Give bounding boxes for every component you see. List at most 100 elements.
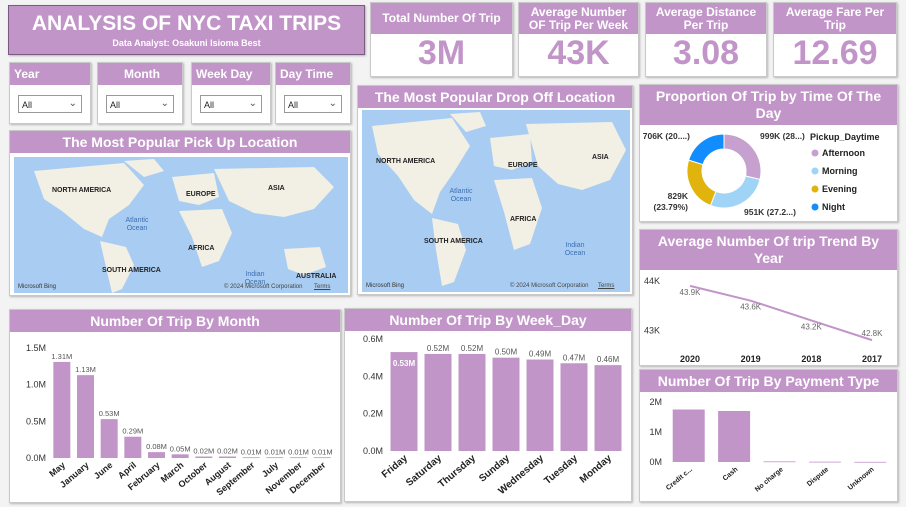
bar [266,457,284,459]
legend-swatch [811,185,819,193]
x-tick-label: 2017 [862,354,882,364]
map-label: ASIA [268,185,285,192]
dropoff-map-panel: The Most Popular Drop Off Location NORTH… [357,85,633,295]
data-label: 43.2K [801,322,823,331]
x-tick-label: Credit c... [665,466,694,492]
bar [390,352,418,451]
chevron-down-icon: ⌄ [160,98,169,109]
bar [100,419,118,458]
slice-label: (23.79%) [654,202,689,212]
data-label: 0.53M [99,409,120,418]
map-label: SOUTH AMERICA [102,267,161,274]
bar [854,461,887,463]
y-tick-label: 2M [649,397,662,407]
payment-title: Number Of Trip By Payment Type [640,370,897,392]
x-tick-label: 2020 [680,354,700,364]
kpi-value: 3M [417,34,466,72]
payment-bar-chart[interactable]: 0M 1M 2M Credit c... Cash No charge Dispute Unk… [640,392,898,502]
month-title: Number Of Trip By Month [10,310,340,332]
map-label: AUSTRALIA [296,273,337,280]
month-bar-chart[interactable]: 0.0M0.5M1.0M1.5M1.31MMay1.13MJanuary0.53… [10,332,341,502]
week-day-dropdown[interactable]: All ⌄ [200,95,262,113]
bar [171,454,189,458]
bar [219,456,236,458]
legend-swatch [811,167,819,175]
year-dropdown[interactable]: All ⌄ [18,95,82,113]
weekday-panel: Number Of Trip By Week_Day 0.0M 0.2M 0.4M 0… [344,308,632,502]
map-terms-link[interactable]: Terms [314,284,331,290]
pickup-map[interactable]: NORTH AMERICA EUROPE ASIA Atlantic Ocean… [14,157,348,293]
x-tick-label: Monday [578,453,614,486]
kpi-avg-fare: Average Fare Per Trip 12.69 [773,2,897,77]
data-label: 0.01M [312,447,333,456]
map-copyright: © 2024 Microsoft Corporation [510,283,589,289]
month-panel: Number Of Trip By Month 0.0M 0.5M 1.0M 1.5M… [9,309,341,503]
bar [290,457,307,459]
legend-item: Night [822,202,845,212]
data-label: 0.50M [495,348,518,357]
map-terms-link[interactable]: Terms [598,283,615,289]
legend-item: Afternoon [822,148,865,158]
bar [763,461,796,463]
map-label: AFRICA [188,245,215,252]
bar [492,357,520,451]
slice-label: 706K (20....) [643,131,690,141]
bar [242,457,260,459]
data-label: 0.46M [597,355,620,364]
dropdown-value: All [22,100,33,110]
x-tick-label: No charge [754,466,785,493]
data-label: 43.6K [740,303,762,312]
x-tick-label: Cash [722,466,740,482]
data-label: 0.02M [193,447,214,456]
dropoff-map-title: The Most Popular Drop Off Location [358,86,632,108]
data-label: 1.13M [75,365,96,374]
donut-chart[interactable]: 999K (28...) 951K (27.2...) 829K(23.79%) 70… [640,125,898,222]
map-label: NORTH AMERICA [52,187,112,194]
dropoff-map[interactable]: NORTH AMERICA EUROPE ASIA Atlantic Ocean… [362,110,630,292]
x-tick-label: June [92,460,115,481]
day-time-dropdown[interactable]: All ⌄ [284,95,342,113]
data-label: 0.01M [264,447,285,456]
kpi-value: 43K [547,34,610,72]
y-tick-label: 0.0M [26,453,46,463]
dropdown-value: All [288,100,299,110]
title-banner: ANALYSIS OF NYC TAXI TRIPS Data Analyst:… [8,5,365,55]
data-label: 0.02M [217,447,238,456]
weekday-bar-chart[interactable]: 0.0M0.2M0.4M0.6M0.53MFriday0.52MSaturday… [345,331,632,501]
trend-line-chart[interactable]: 44K 43K 43.9K 2020 43.6K 2019 43.2K 2018 42.8K 20… [640,270,898,366]
data-label: 0.05M [170,444,191,453]
y-tick-label: 1.0M [26,380,46,390]
legend-swatch [811,203,819,211]
y-tick-label: 0.6M [363,334,383,344]
slicer-month: Month All ⌄ [97,62,183,124]
dropdown-value: All [204,100,215,110]
kpi-avg-distance: Average Distance Per Trip 3.08 [645,2,767,77]
x-tick-label: 2019 [741,354,761,364]
kpi-title: Total Number Of Trip [371,3,512,34]
y-tick-label: 1M [649,427,662,437]
bar [124,436,142,458]
bar [53,361,71,458]
bing-logo: Microsoft Bing [18,284,57,290]
map-label: Indian Ocean [564,242,586,257]
legend-item: Morning [822,166,858,176]
map-label: Atlantic Ocean [449,188,473,203]
bar [313,457,331,459]
chevron-down-icon: ⌄ [328,98,337,109]
map-copyright: © 2024 Microsoft Corporation [224,284,303,290]
bar [424,353,452,451]
kpi-total-trips: Total Number Of Trip 3M [370,2,513,77]
month-dropdown[interactable]: All ⌄ [106,95,174,113]
kpi-title: Average Number OF Trip Per Week [519,3,638,34]
y-tick-label: 0.5M [26,416,46,426]
donut-slice [688,133,725,166]
data-label: 0.53M [393,359,416,368]
x-tick-label: Tuesday [542,453,580,487]
chevron-down-icon: ⌄ [68,98,77,109]
y-tick-label: 0M [649,457,662,467]
pickup-map-title: The Most Popular Pick Up Location [10,131,350,153]
payment-panel: Number Of Trip By Payment Type 0M 1M 2M Cre… [639,369,898,502]
y-tick-label: 0.4M [363,371,383,381]
bar [718,411,751,462]
kpi-title: Average Distance Per Trip [646,3,766,34]
